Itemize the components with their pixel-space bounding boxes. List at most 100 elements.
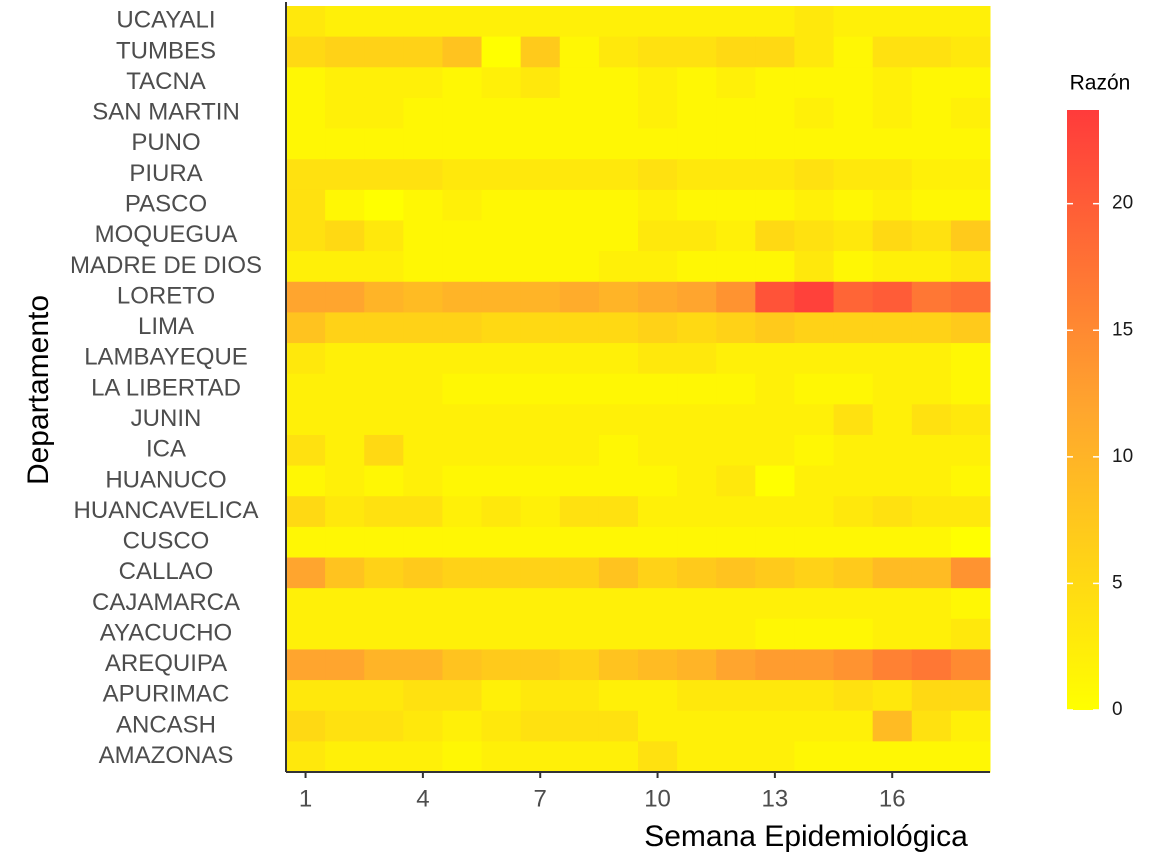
heat-cell	[325, 649, 365, 681]
heat-cell	[364, 649, 404, 681]
heat-cell	[755, 557, 795, 589]
heat-cell	[481, 128, 522, 160]
heat-cell	[911, 36, 952, 68]
heat-cell	[911, 404, 952, 436]
heat-cell	[950, 312, 991, 344]
heat-cell	[677, 526, 717, 559]
heat-cell	[598, 373, 639, 405]
heat-cell	[559, 618, 600, 650]
heat-cell	[911, 159, 952, 191]
heat-cell	[520, 312, 561, 344]
heat-cell	[598, 434, 639, 467]
heat-cell	[794, 97, 835, 130]
heat-cell	[833, 312, 874, 344]
heat-cell	[481, 36, 522, 68]
heat-cell	[638, 465, 678, 497]
heat-cell	[325, 128, 365, 160]
heat-cell	[911, 189, 952, 221]
heat-cell	[598, 189, 639, 221]
heat-cell	[755, 465, 795, 497]
heat-cell	[286, 128, 326, 160]
heat-cell	[677, 343, 717, 375]
heat-cell	[442, 6, 483, 38]
heat-cell	[598, 67, 639, 99]
heat-cell	[442, 649, 483, 681]
y-axis-title: Departamento	[22, 295, 55, 485]
heat-cell	[794, 465, 835, 497]
color-bar-label: 0	[1112, 699, 1123, 720]
heat-cell	[325, 404, 365, 436]
heat-cell	[716, 189, 756, 221]
heat-cell	[403, 373, 443, 405]
heat-cell	[364, 526, 404, 559]
heat-cell	[755, 159, 795, 191]
heat-cell	[950, 465, 991, 497]
heat-cell	[442, 281, 483, 313]
heat-cell	[286, 251, 326, 283]
y-tick-label: LAMBAYEQUE	[84, 344, 248, 371]
heat-cell	[638, 618, 678, 650]
heat-cell	[638, 404, 678, 436]
legend-title: Razón	[1070, 72, 1131, 95]
heat-cell	[403, 6, 443, 38]
heat-cell	[286, 312, 326, 344]
heat-cell	[911, 557, 952, 589]
heat-cell	[716, 496, 756, 528]
heat-cell	[403, 189, 443, 221]
heat-cell	[286, 404, 326, 436]
heat-cell	[559, 465, 600, 497]
heat-cell	[559, 588, 600, 620]
heat-cell	[794, 220, 835, 252]
heat-cell	[325, 588, 365, 620]
heat-cell	[481, 159, 522, 191]
heat-cell	[442, 67, 483, 99]
heat-cell	[481, 6, 522, 38]
heat-cell	[403, 710, 443, 742]
heat-cell	[403, 649, 443, 681]
y-tick-label: SAN MARTIN	[92, 99, 240, 126]
heat-cell	[872, 189, 913, 221]
heat-cell	[598, 97, 639, 130]
heat-cell	[403, 465, 443, 497]
heat-cell	[794, 557, 835, 589]
heat-cell	[364, 588, 404, 620]
heat-cell	[481, 220, 522, 252]
heat-cell	[403, 434, 443, 467]
heat-cell	[325, 251, 365, 283]
heat-cell	[325, 526, 365, 559]
heat-cell	[481, 343, 522, 375]
heat-cell	[833, 6, 874, 38]
heat-cell	[520, 649, 561, 681]
heat-cell	[950, 281, 991, 313]
heat-cell	[598, 649, 639, 681]
heat-cell	[403, 588, 443, 620]
heat-cell	[911, 434, 952, 467]
heat-cell	[911, 465, 952, 497]
heat-cell	[794, 343, 835, 375]
heat-cell	[677, 680, 717, 712]
heat-cell	[950, 496, 991, 528]
heat-cell	[872, 159, 913, 191]
heat-cell	[403, 128, 443, 160]
y-tick-label: LA LIBERTAD	[91, 374, 241, 401]
heat-cell	[481, 373, 522, 405]
heat-cell	[325, 741, 365, 773]
heat-cell	[872, 36, 913, 68]
heat-cell	[403, 496, 443, 528]
heat-cell	[911, 343, 952, 375]
heat-cell	[911, 97, 952, 130]
heat-cell	[638, 680, 678, 712]
heat-cell	[755, 281, 795, 313]
heat-cell	[286, 159, 326, 191]
x-axis-title: Semana Epidemiológica	[644, 820, 968, 853]
heat-cell	[677, 251, 717, 283]
heat-cell	[286, 6, 326, 38]
heat-cell	[677, 6, 717, 38]
heat-cell	[716, 649, 756, 681]
heat-cell	[520, 526, 561, 559]
heat-cell	[403, 343, 443, 375]
heat-cell	[598, 710, 639, 742]
color-bar	[1067, 110, 1099, 710]
heat-cell	[442, 588, 483, 620]
